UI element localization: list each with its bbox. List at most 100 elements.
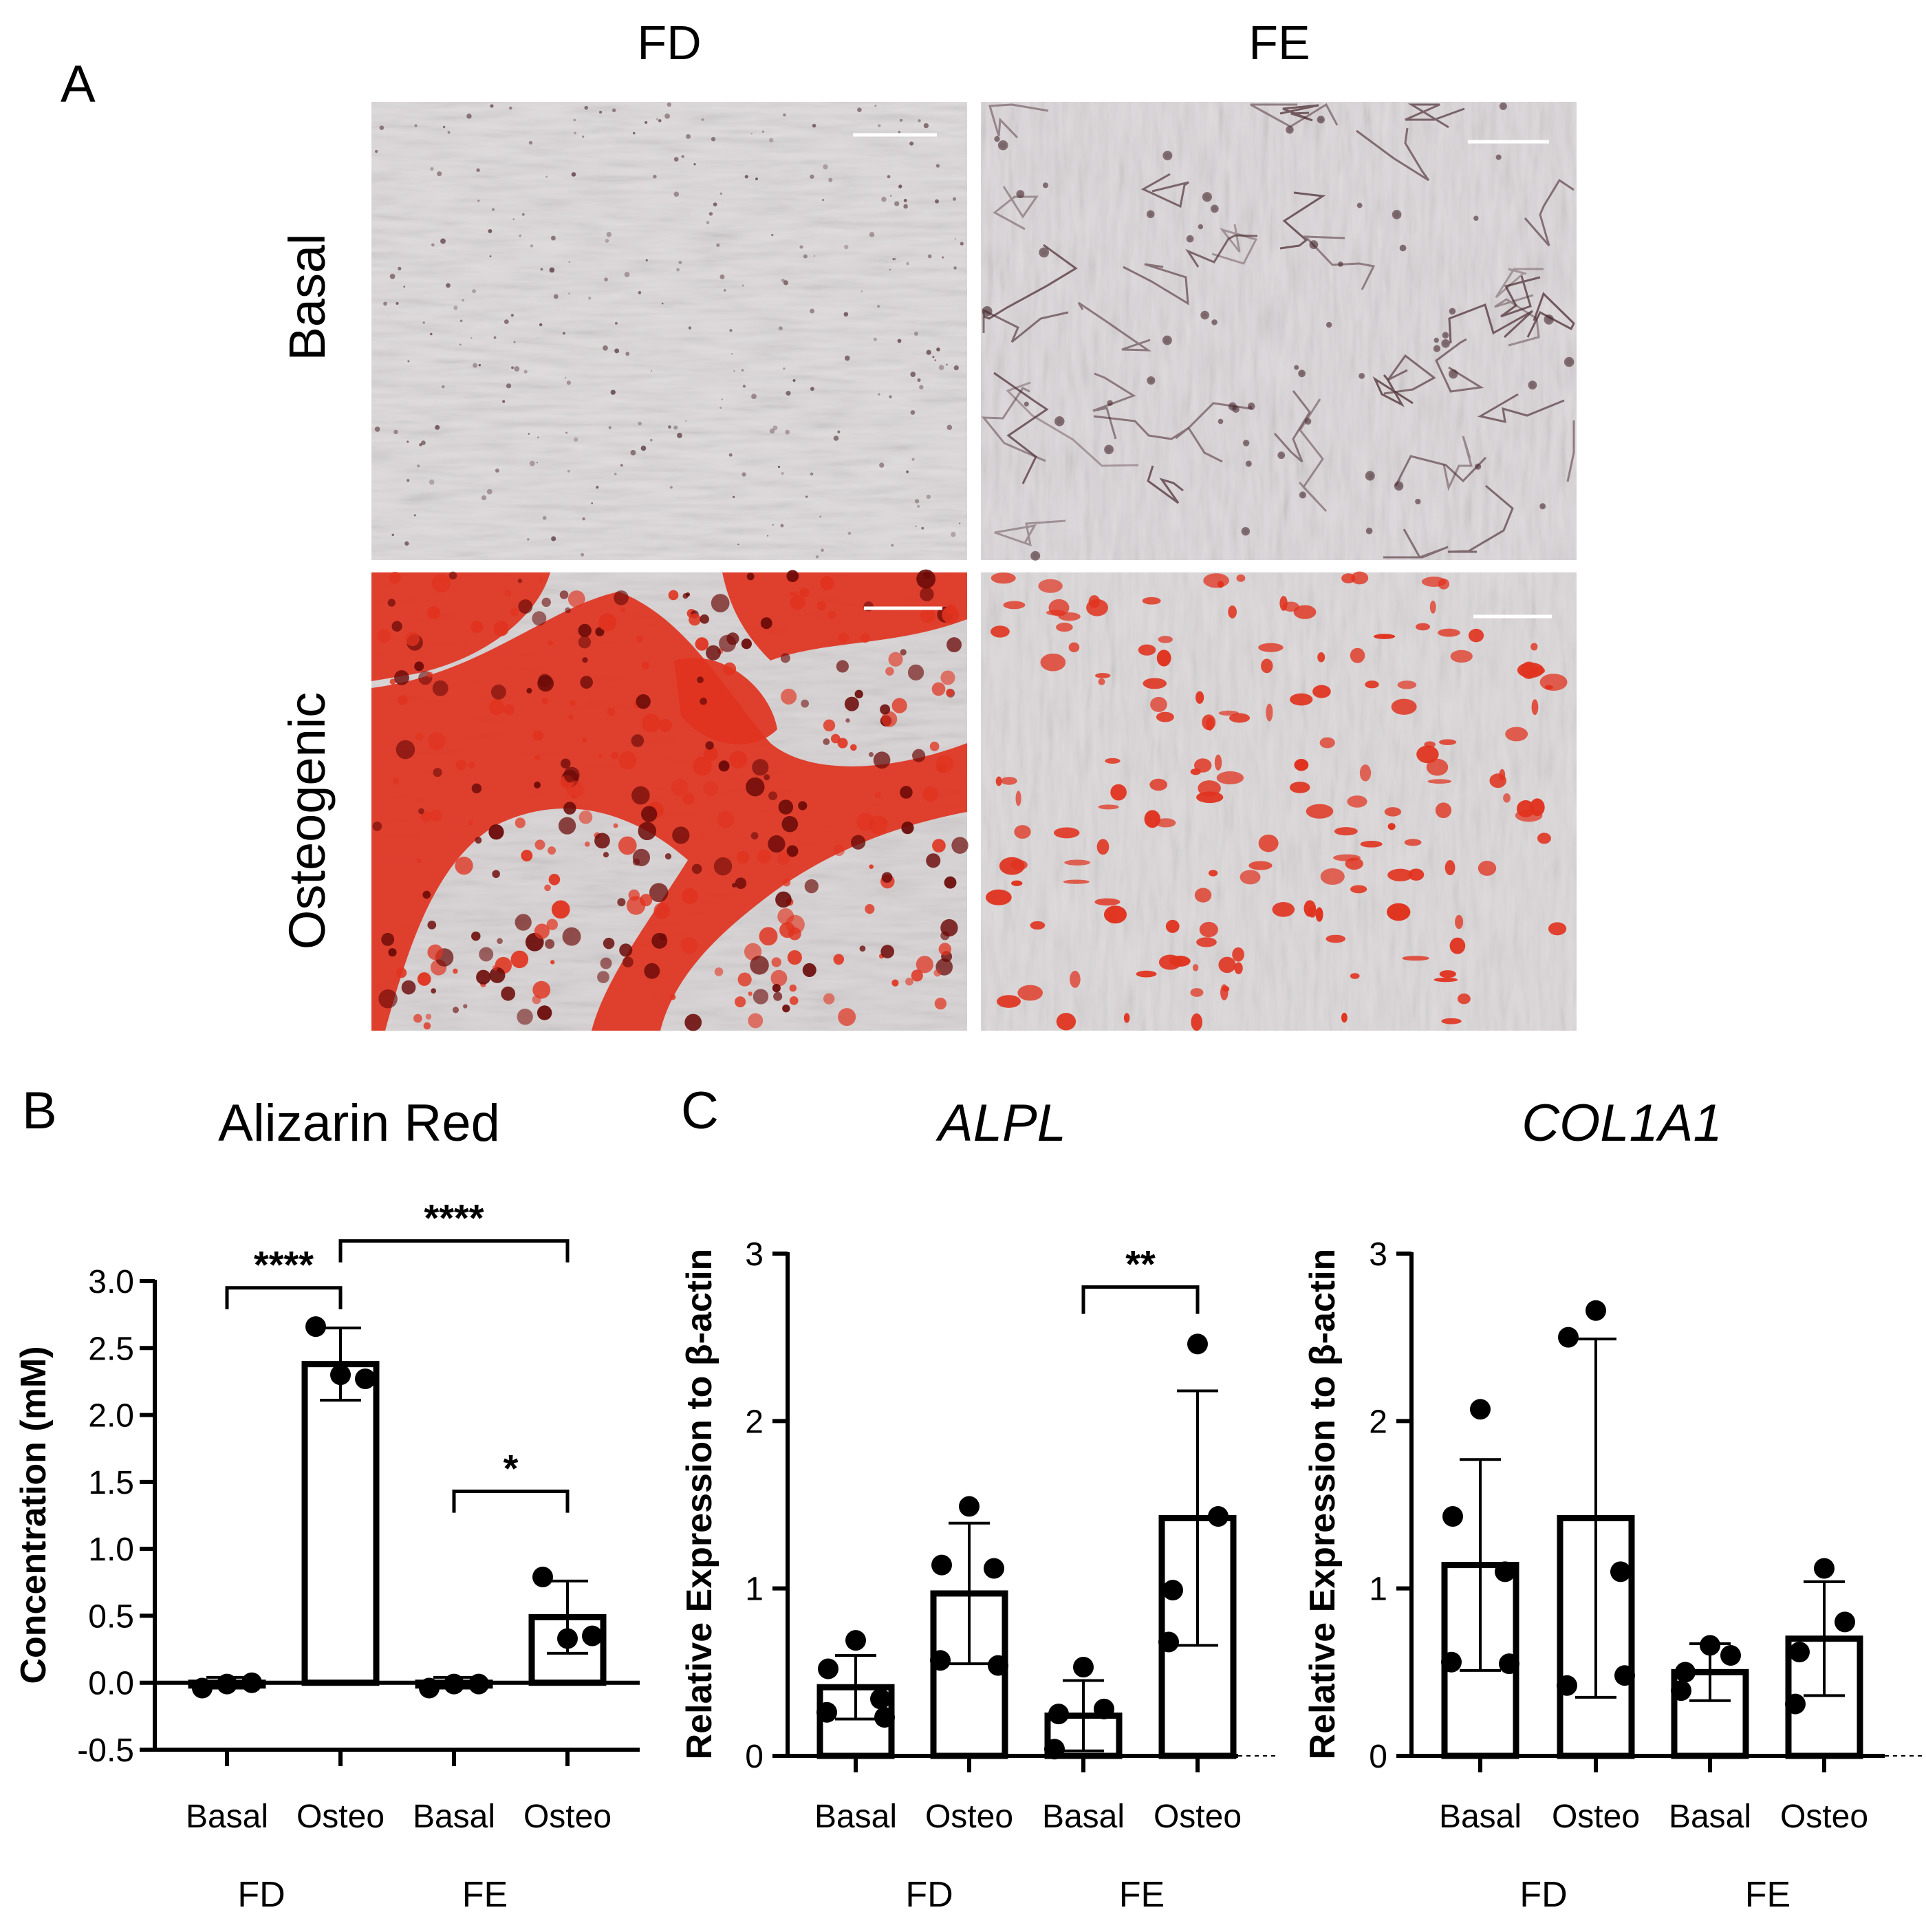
x-category-label: Osteo xyxy=(296,1799,385,1835)
bar-2 xyxy=(301,1361,380,1686)
chart-alpl: ALPL Relative Expression to β-actin 3 2 1 0 Ba… xyxy=(680,1094,1279,1915)
data-point xyxy=(444,1673,464,1695)
x-category-label: Basal xyxy=(186,1799,268,1835)
column-header-fe: FE xyxy=(1248,16,1310,69)
significance-label: ** xyxy=(1125,1243,1156,1286)
y-axis-label: Relative Expression to β-actin xyxy=(1303,1249,1343,1760)
significance-label: * xyxy=(504,1446,519,1490)
x-category-label: Osteo xyxy=(1780,1799,1868,1835)
y-tick-label: 3.0 xyxy=(88,1264,134,1300)
row-header-basal: Basal xyxy=(279,233,336,361)
group-label: FD xyxy=(1519,1875,1567,1915)
data-point xyxy=(1495,1561,1515,1582)
group-label: FE xyxy=(462,1875,508,1915)
micrograph-fe-osteogenic xyxy=(981,571,1577,1031)
panel-a: A FD FE Basal Osteogenic xyxy=(61,16,1577,1031)
y-tick-label: 3 xyxy=(1369,1236,1387,1273)
y-tick-label: 0 xyxy=(1369,1739,1387,1775)
micrograph-fd-osteogenic xyxy=(371,569,969,1031)
x-category-label: Osteo xyxy=(1154,1799,1242,1835)
data-point xyxy=(557,1628,578,1649)
y-tick-label: 2.0 xyxy=(88,1398,134,1435)
data-point xyxy=(419,1677,440,1699)
data-point xyxy=(1441,1651,1462,1673)
data-point xyxy=(217,1673,237,1695)
data-point xyxy=(1700,1635,1720,1656)
significance-bracket xyxy=(338,1239,570,1263)
data-point xyxy=(1720,1645,1741,1666)
x-category-label: Osteo xyxy=(523,1799,612,1835)
row-header-osteogenic: Osteogenic xyxy=(279,692,336,949)
chart-title: ALPL xyxy=(935,1094,1066,1152)
y-tick-label: 1.0 xyxy=(88,1532,134,1568)
data-point xyxy=(1814,1558,1835,1579)
data-point xyxy=(870,1688,891,1710)
significance-label: **** xyxy=(254,1243,314,1287)
data-point xyxy=(1558,1327,1579,1348)
y-axis-label: Concentration (mM) xyxy=(14,1346,54,1684)
data-point xyxy=(1675,1662,1696,1683)
group-label: FE xyxy=(1745,1875,1790,1915)
y-tick-label: 2 xyxy=(1369,1404,1387,1440)
data-point xyxy=(468,1673,489,1695)
data-point xyxy=(818,1658,838,1679)
data-point xyxy=(1671,1680,1691,1702)
data-point xyxy=(1044,1739,1065,1760)
data-point xyxy=(192,1677,213,1699)
x-category-label: Basal xyxy=(413,1799,495,1835)
data-point xyxy=(845,1630,866,1651)
y-tick-label: 2 xyxy=(745,1404,764,1440)
y-tick-label: 0 xyxy=(745,1739,764,1775)
data-point xyxy=(874,1707,895,1728)
y-tick-label: 3 xyxy=(745,1236,764,1273)
group-label: FE xyxy=(1119,1875,1165,1915)
chart-title: Alizarin Red xyxy=(218,1094,500,1152)
data-point xyxy=(1614,1665,1635,1686)
y-tick-label: 1 xyxy=(745,1571,764,1608)
data-point xyxy=(1610,1561,1631,1582)
x-category-label: Basal xyxy=(1439,1799,1522,1835)
data-point xyxy=(1785,1693,1806,1715)
data-point xyxy=(1094,1698,1114,1719)
data-point xyxy=(1835,1611,1855,1633)
data-point xyxy=(984,1558,1004,1579)
group-label: FD xyxy=(905,1875,953,1915)
y-tick-label: 1.5 xyxy=(88,1465,134,1501)
y-tick-label: -0.5 xyxy=(77,1732,134,1769)
chart-alizarin-red: Alizarin Red Concentration (mM) 3.0 2.5 2.0 1… xyxy=(14,1094,640,1915)
micrograph-fd-basal xyxy=(371,102,967,560)
data-point xyxy=(1499,1653,1519,1675)
panel-c-letter: C xyxy=(681,1082,719,1140)
data-point xyxy=(1158,1631,1179,1653)
x-category-label: Basal xyxy=(814,1799,897,1835)
data-point xyxy=(1789,1642,1810,1663)
group-label: FD xyxy=(237,1875,285,1915)
data-point xyxy=(355,1368,376,1390)
y-tick-label: 0.5 xyxy=(88,1598,134,1635)
data-point xyxy=(931,1554,952,1576)
x-category-label: Osteo xyxy=(1552,1799,1640,1835)
column-header-fd: FD xyxy=(637,16,701,69)
data-point xyxy=(1586,1300,1606,1321)
data-point xyxy=(1162,1580,1183,1601)
micrograph-fe-basal xyxy=(981,102,1577,561)
data-point xyxy=(959,1496,980,1517)
significance-bracket xyxy=(452,1489,570,1513)
significance-bracket xyxy=(1081,1285,1200,1314)
chart-title: COL1A1 xyxy=(1522,1094,1722,1152)
y-tick-label: 1 xyxy=(1369,1571,1387,1608)
panel-b-letter: B xyxy=(22,1082,57,1140)
data-point xyxy=(1073,1657,1094,1678)
data-point xyxy=(1048,1704,1069,1725)
data-point xyxy=(1208,1506,1229,1527)
x-category-label: Osteo xyxy=(925,1799,1013,1835)
y-tick-label: 2.5 xyxy=(88,1331,134,1367)
data-point xyxy=(1557,1675,1577,1696)
panel-a-letter: A xyxy=(61,55,96,114)
y-axis-label: Relative Expression to β-actin xyxy=(680,1249,719,1760)
data-point xyxy=(1442,1506,1463,1527)
data-point xyxy=(305,1316,326,1338)
chart-col1a1: COL1A1 Relative Expression to β-actin 3 2 1 0… xyxy=(1303,1094,1926,1915)
data-point xyxy=(988,1655,1008,1676)
